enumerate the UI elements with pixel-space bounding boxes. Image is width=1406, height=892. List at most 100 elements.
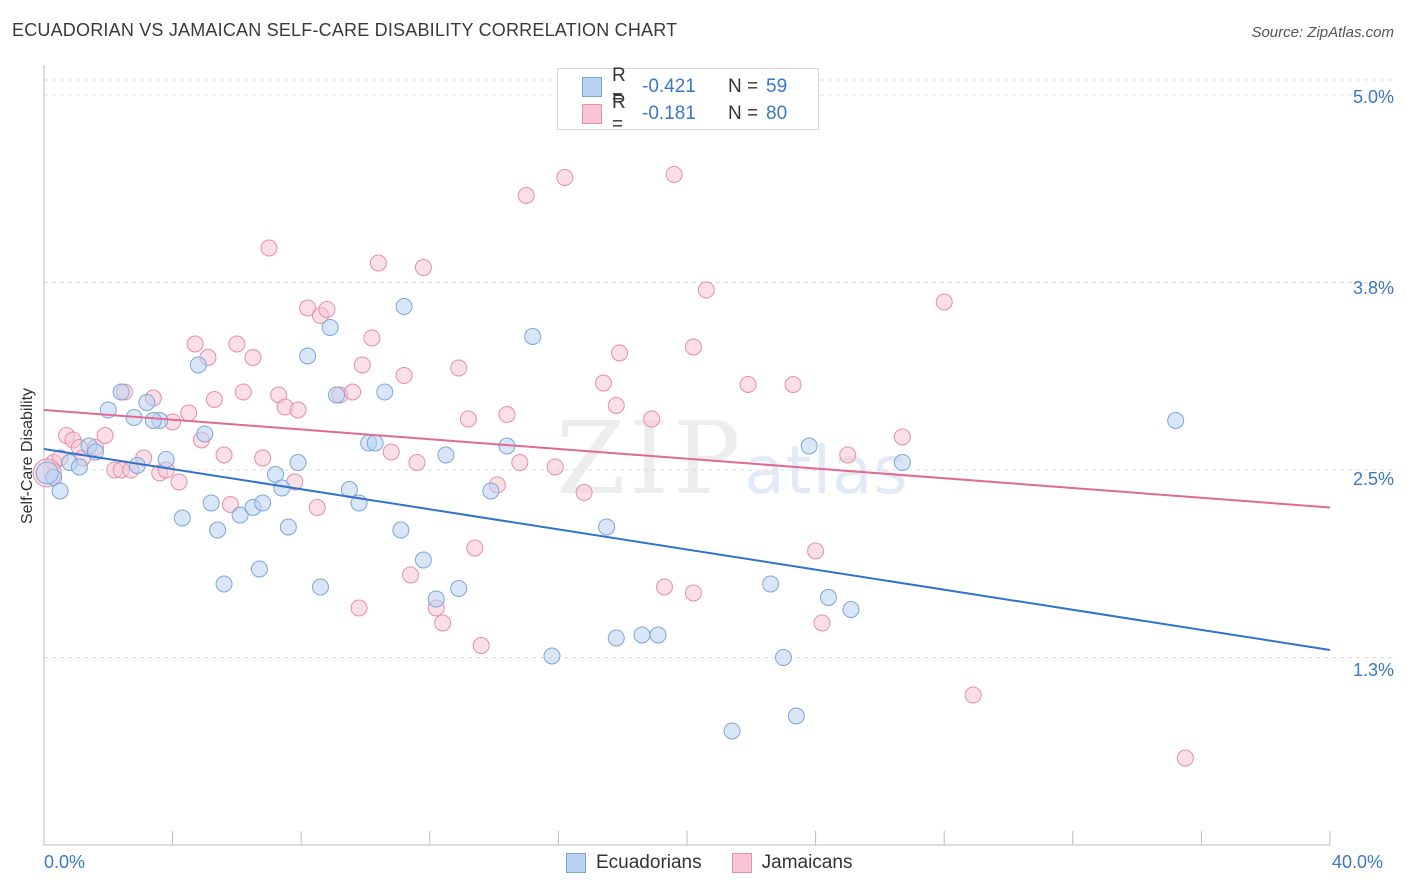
ecuadorian-point [524,328,542,345]
r-label: R = [612,92,626,135]
ecuadorian-point [376,383,394,401]
ecuadorian-point [254,494,272,512]
legend-label: Ecuadorians [596,852,702,873]
ecuadorian-point [1167,412,1185,429]
ecuadorian-point [800,437,818,455]
ecuadorian-point [774,649,792,666]
n-label: N = [728,76,759,97]
n-value: 59 [766,76,788,97]
jamaican-point [575,484,593,501]
jamaican-point [402,566,420,584]
jamaican-point [289,401,307,419]
jamaican-point [353,356,371,374]
ecuadorian-point [202,494,220,512]
jamaican-point [697,281,715,299]
jamaican-point [935,293,953,311]
jamaican-point [684,338,702,356]
jamaican-point [466,539,484,557]
ecuadorian-point [392,521,410,539]
trend-lines [43,409,1331,651]
ecuadorian-point [299,347,317,365]
jamaican-point [607,397,625,414]
jamaican-point [655,578,673,596]
ecuadorian-point [231,506,249,524]
jamaican-point [244,349,262,366]
jamaican-point [665,166,683,183]
ecuadorian-point [598,518,616,536]
ecuadorian-point [209,521,227,539]
jamaican-point [221,496,239,513]
jamaican-point [610,344,628,362]
jamaican-point [893,428,911,446]
ecuadorian-point [51,482,69,500]
jamaican-point [215,446,233,464]
ecuadorian-point [215,575,233,593]
ecuadorian-point [70,458,88,476]
r-value: -0.421 [642,76,696,97]
jamaican-point [1176,749,1194,767]
jamaican-point [180,404,198,422]
jamaican-point [186,335,204,353]
ecuadorian-point [138,394,156,411]
jamaican-point [594,374,612,392]
ecuadorian-point [607,629,625,647]
jamaican-point [318,301,336,318]
ecuadorian-point [189,356,207,374]
ecuadorian-point [633,626,651,644]
y-tick-label: 1.3% [1352,660,1394,680]
jamaican-point [434,614,452,632]
jamaican-point [350,599,368,617]
jamaican-point [546,458,564,476]
jamaican-point [807,542,825,560]
ecuadorians-points [35,298,1185,740]
jamaican-point [839,446,857,464]
legend-item-ecuadorians[interactable]: Ecuadorians [566,852,702,874]
source-credit: Source: ZipAtlas.com [1251,24,1394,41]
ecuadorian-point [427,590,445,608]
grid-lines [44,79,1392,658]
ecuadorian-point [414,551,432,569]
legend-item-jamaicans[interactable]: Jamaicans [731,852,853,874]
jamaican-point [408,454,426,471]
jamaican-point [739,376,757,393]
jamaican-point [498,406,516,423]
ecuadorian-point [543,647,561,665]
jamaican-point [308,499,326,516]
ecuadorian-point-cluster [35,461,59,485]
correlation-legend: R = -0.421 N = 59 R = -0.181 N = 80 [557,65,819,135]
jamaican-point [344,383,362,401]
ecuadorian-point [395,298,413,315]
ecuadorian-point [762,575,780,593]
ecuadorian-point [819,589,837,606]
ecuadorian-point [450,580,468,597]
ecuadorians-swatch [566,853,586,873]
ecuadorian-point [893,454,911,471]
ecuadorian-point [279,518,297,536]
chart-title: ECUADORIAN VS JAMAICAN SELF-CARE DISABIL… [12,20,678,40]
ecuadorian-point [366,434,384,452]
series-legend: Ecuadorians Jamaicans [566,852,882,874]
jamaican-point [234,383,252,401]
ecuadorian-point [437,446,455,464]
ecuadorian-point [649,626,667,644]
jamaican-point [450,359,468,377]
y-tick-label: 2.5% [1352,469,1394,489]
ecuadorian-point [328,386,346,404]
jamaican-point [684,584,702,602]
x-tick-label-min: 0.0% [44,852,86,872]
legend-label: Jamaicans [761,852,853,873]
ecuadorian-point [723,722,741,740]
ecuadorian-point [311,578,329,596]
ecuadorian-point [321,319,339,336]
ecuadorian-point [196,425,214,443]
legend-row-jamaicans: R = -0.181 N = 80 [582,92,787,135]
jamaican-point [170,473,188,491]
ecuadorian-point [157,451,175,468]
jamaican-point [472,637,490,654]
jamaican-point [459,410,477,428]
y-axis-label: Self-Care Disability [19,387,36,525]
jamaican-point [784,376,802,393]
jamaican-point [643,410,661,428]
jamaican-point [964,686,982,704]
